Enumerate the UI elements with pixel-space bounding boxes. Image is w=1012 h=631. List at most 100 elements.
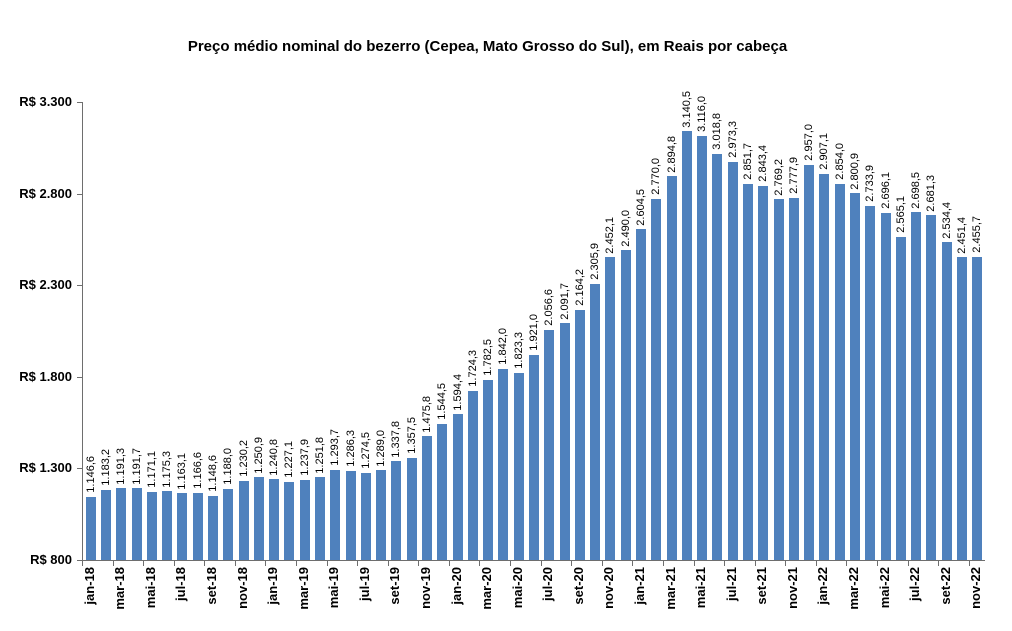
bar-value-label: 1.163,1: [176, 452, 189, 490]
bar: [284, 481, 295, 560]
x-axis-tick-label: jul-18: [173, 567, 189, 601]
bar-value-label: 2.681,3: [925, 174, 938, 212]
bar: [421, 436, 432, 560]
bar: [850, 193, 861, 560]
x-axis-tick: [938, 561, 940, 566]
bar: [498, 369, 509, 560]
bar: [467, 390, 478, 560]
x-axis-tick-label: jan-20: [448, 567, 464, 605]
bar-value-label: 1.594,4: [451, 373, 464, 411]
bar-value-label: 1.230,2: [237, 440, 250, 478]
bar-value-label: 2.770,0: [650, 158, 663, 196]
bar: [636, 229, 647, 560]
x-axis-tick: [143, 561, 145, 566]
x-axis-tick: [510, 561, 512, 566]
bar: [207, 496, 218, 560]
plot-area: 1.146,6 1.183,2 1.191,3 1.191,7 1.171,1 1.175…: [82, 91, 985, 561]
y-axis-tick-label: R$ 1.800: [19, 368, 72, 384]
bar-value-label: 1.544,5: [436, 382, 449, 420]
bar: [238, 481, 249, 560]
y-axis-tick: [77, 285, 82, 287]
bar: [743, 184, 754, 560]
bar: [192, 492, 203, 560]
x-axis-tick-label: nov-22: [968, 567, 984, 609]
bar-value-label: 3.140,5: [680, 90, 693, 128]
x-axis-tick: [265, 561, 267, 566]
x-axis-tick: [968, 561, 970, 566]
bar-value-label: 2.534,4: [940, 201, 953, 239]
bar-value-label: 1.166,6: [191, 452, 204, 489]
bar-value-label: 2.696,1: [879, 171, 892, 209]
bar-value-label: 1.823,3: [512, 331, 525, 369]
x-axis-tick-label: mai-19: [326, 567, 342, 609]
bar: [666, 176, 677, 560]
bar: [345, 470, 356, 560]
y-axis-tick: [77, 560, 82, 561]
bar: [727, 161, 738, 560]
bar: [911, 212, 922, 560]
y-axis-tick: [77, 193, 82, 195]
x-axis-tick: [448, 561, 450, 566]
y-axis-tick: [77, 468, 82, 470]
bar-value-label: 2.800,9: [849, 152, 862, 190]
bar-value-label: 1.237,9: [298, 439, 311, 476]
bar-value-label: 1.921,0: [528, 313, 540, 351]
bar-value-label: 2.854,0: [833, 143, 846, 180]
bar: [376, 470, 387, 560]
bar: [712, 153, 723, 560]
x-axis-tick-label: jan-18: [81, 567, 97, 605]
bar: [957, 257, 968, 560]
bar: [605, 257, 616, 560]
x-axis-tick-label: mar-19: [295, 567, 311, 610]
bar: [681, 131, 692, 560]
x-axis-tick: [173, 561, 175, 566]
bar-value-label: 2.973,3: [726, 121, 739, 158]
x-axis-tick: [632, 561, 634, 566]
bar: [620, 250, 631, 560]
y-axis-tick: [77, 376, 82, 378]
bar-value-label: 1.183,2: [99, 449, 112, 486]
bar: [223, 488, 234, 560]
y-axis-tick: [77, 102, 82, 103]
bar-value-label: 2.733,9: [864, 165, 877, 202]
bar: [253, 477, 264, 560]
bar-value-label: 1.146,6: [84, 455, 97, 493]
x-axis-tick-label: set-18: [203, 567, 219, 605]
bar: [529, 354, 539, 560]
bar: [758, 185, 769, 560]
x-axis-tick: [540, 561, 542, 566]
bar-value-label: 1.357,5: [405, 417, 418, 454]
x-axis-tick: [785, 561, 787, 566]
bar-value-label: 2.957,0: [803, 124, 816, 161]
x-axis-tick-label: set-19: [387, 567, 403, 605]
bar: [483, 380, 494, 560]
x-axis-tick-label: jul-20: [540, 567, 556, 601]
bar-value-label: 2.843,4: [757, 144, 770, 182]
x-axis-tick: [296, 561, 298, 566]
x-axis-tick-label: jul-21: [723, 567, 739, 601]
bar-value-label: 2.851,7: [742, 143, 755, 181]
x-axis-tick: [662, 561, 664, 566]
bar-value-label: 2.164,2: [573, 269, 586, 307]
bar-value-label: 1.842,0: [497, 328, 510, 366]
bar-value-label: 2.451,4: [956, 216, 969, 254]
bar-value-label: 1.782,5: [482, 339, 495, 377]
x-axis-tick-label: nov-19: [417, 567, 433, 609]
x-axis-tick-label: jan-21: [632, 567, 648, 605]
x-axis-tick-label: mai-20: [509, 567, 525, 609]
x-axis-tick: [204, 561, 206, 566]
x-axis-tick: [601, 561, 603, 566]
bar-value-label: 2.777,9: [787, 156, 800, 194]
x-axis-tick: [846, 561, 848, 566]
x-axis-tick-label: nov-20: [601, 567, 617, 609]
bar-value-label: 1.337,8: [390, 420, 403, 458]
bar-value-label: 2.305,9: [589, 243, 602, 281]
bar-value-label: 1.227,1: [283, 441, 296, 478]
y-axis-tick-label: R$ 2.300: [19, 277, 72, 293]
x-axis-tick-label: nov-18: [234, 567, 250, 609]
bar: [972, 256, 983, 560]
bar-value-label: 2.565,1: [894, 195, 907, 233]
x-axis-tick-label: set-20: [570, 567, 586, 605]
bar: [269, 479, 280, 560]
